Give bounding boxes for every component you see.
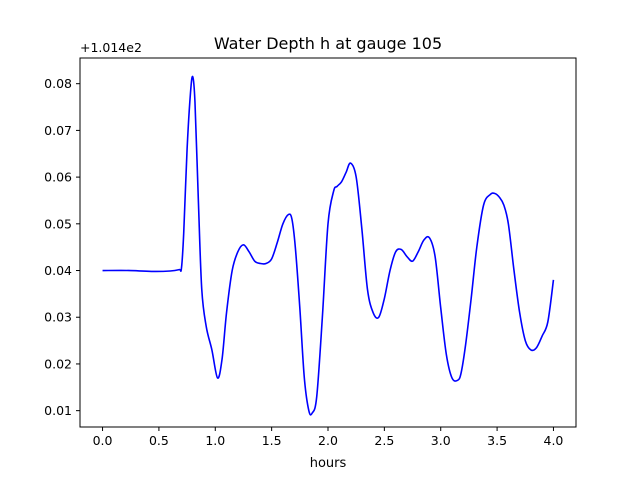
x-tick-label: 1.5 (262, 433, 282, 448)
plot-area-frame (79, 57, 577, 428)
y-axis-offset-label: +1.014e2 (80, 40, 142, 55)
x-axis-ticks: 0.0 0.5 1.0 1.5 2.0 2.5 3.0 3.5 4.0 (93, 427, 564, 448)
x-tick-label: 3.0 (431, 433, 451, 448)
x-tick-label: 1.0 (205, 433, 225, 448)
y-tick-label: 0.07 (44, 123, 72, 138)
chart-title: Water Depth h at gauge 105 (214, 34, 442, 53)
y-tick-label: 0.04 (44, 263, 72, 278)
x-tick-label: 2.0 (318, 433, 338, 448)
series-layer (102, 75, 555, 416)
y-tick-label: 0.06 (44, 170, 72, 185)
y-tick-label: 0.01 (44, 403, 72, 418)
x-tick-label: 0.0 (93, 433, 113, 448)
y-tick-label: 0.05 (44, 216, 72, 231)
y-tick-label: 0.03 (44, 310, 72, 325)
x-axis-label: hours (310, 456, 347, 471)
y-axis-ticks: 0.01 0.02 0.03 0.04 0.05 0.06 0.07 0.08 (44, 76, 80, 418)
x-tick-label: 3.5 (487, 433, 507, 448)
y-tick-label: 0.02 (44, 356, 72, 371)
y-tick-label: 0.08 (44, 76, 72, 91)
x-tick-label: 0.5 (149, 433, 169, 448)
x-tick-label: 2.5 (374, 433, 394, 448)
x-tick-label: 4.0 (544, 433, 564, 448)
series-line (102, 75, 555, 416)
